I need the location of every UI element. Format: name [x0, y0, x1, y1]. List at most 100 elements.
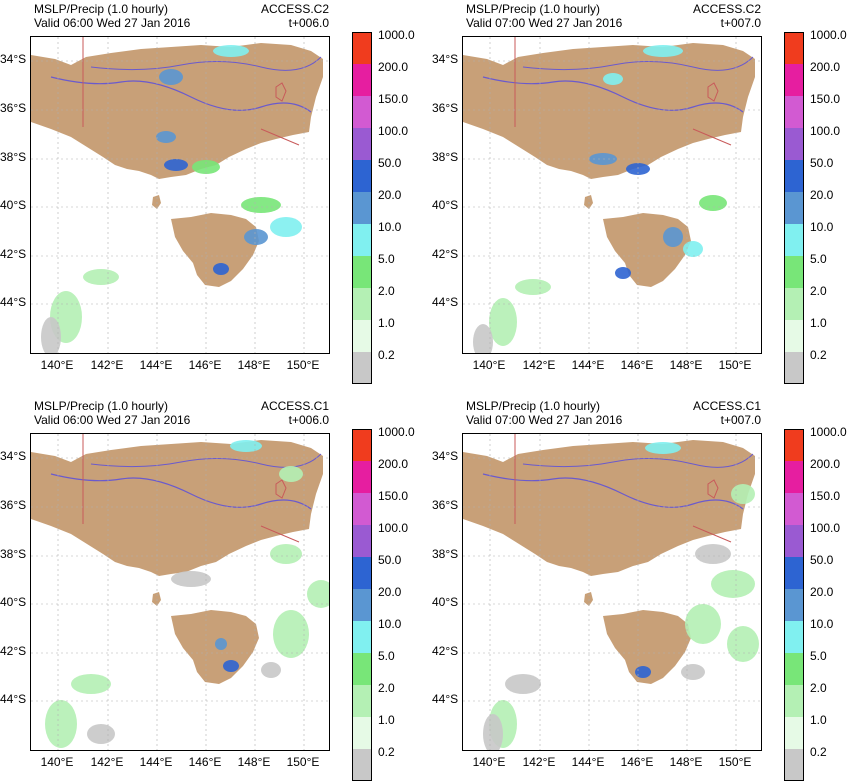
colorbar-label: 1000.0	[810, 28, 847, 42]
colorbar-label: 50.0	[378, 156, 402, 170]
precip-cell	[83, 269, 119, 285]
precip-cell	[681, 664, 705, 680]
colorbar-swatch	[785, 64, 803, 96]
precip-cell	[615, 267, 631, 279]
murray-river	[50, 76, 312, 113]
colorbar-label: 150.0	[378, 489, 409, 503]
state-border-nsw-vic	[692, 128, 732, 146]
colorbar-label: 100.0	[378, 521, 409, 535]
colorbar-label: 100.0	[378, 124, 409, 138]
colorbar-label: 200.0	[378, 60, 409, 74]
colorbar-swatch	[785, 128, 803, 160]
colorbar-label: 50.0	[810, 553, 834, 567]
precip-cell	[279, 466, 303, 482]
precip-cell	[213, 263, 229, 275]
precip-map	[30, 36, 330, 354]
precip-cell	[71, 674, 111, 694]
precip-cell	[159, 69, 183, 85]
lat-label: 40°S	[0, 198, 27, 212]
lat-label: 44°S	[0, 692, 27, 706]
lon-label: 146°E	[188, 358, 222, 372]
act-border	[707, 479, 719, 499]
precip-cell	[483, 714, 503, 750]
mainland-landmass	[31, 43, 323, 179]
colorbar-label: 5.0	[378, 252, 395, 266]
model-name: ACCESS.C2	[260, 2, 329, 16]
lon-label: 148°E	[669, 755, 703, 769]
colorbar-label: 5.0	[378, 649, 395, 663]
mainland-landmass	[31, 440, 323, 576]
precip-cell	[515, 279, 551, 295]
colorbar-swatch	[353, 621, 371, 653]
colorbar-swatch	[353, 749, 371, 780]
colorbar-swatch	[353, 33, 371, 64]
precip-cell	[87, 724, 115, 744]
colorbar-label: 2.0	[378, 681, 395, 695]
precip-cell	[505, 674, 541, 694]
state-border-nsw-vic	[260, 128, 300, 146]
precip-cell	[244, 229, 268, 245]
valid-time: Valid 06:00 Wed 27 Jan 2016	[34, 16, 191, 30]
king-island	[584, 195, 593, 209]
king-island	[584, 592, 593, 606]
colorbar-label: 2.0	[810, 284, 827, 298]
forecast-panel-c2-t007: MSLP/Precip (1.0 hourly) Valid 07:00 Wed …	[432, 0, 864, 385]
colorbar-swatch	[785, 749, 803, 780]
colorbar-label: 100.0	[810, 124, 841, 138]
king-island	[152, 592, 161, 606]
lon-label: 148°E	[237, 358, 271, 372]
lon-label: 150°E	[286, 358, 320, 372]
valid-time: Valid 06:00 Wed 27 Jan 2016	[34, 413, 191, 427]
lat-label: 38°S	[0, 547, 27, 561]
precip-map	[462, 36, 762, 354]
colorbar-label: 150.0	[378, 92, 409, 106]
murray-river	[482, 76, 744, 113]
lon-label: 144°E	[139, 755, 173, 769]
murray-river	[50, 473, 312, 510]
lon-label: 144°E	[571, 755, 605, 769]
lead-time: t+006.0	[288, 413, 329, 427]
colorbar-label: 5.0	[810, 649, 827, 663]
lat-label: 42°S	[432, 247, 459, 261]
forecast-panel-c1-t006: MSLP/Precip (1.0 hourly) Valid 06:00 Wed …	[0, 397, 432, 782]
state-border-nsw-vic	[692, 525, 732, 543]
colorbar-swatch	[353, 288, 371, 320]
lon-label: 140°E	[40, 358, 74, 372]
colorbar-swatch	[785, 288, 803, 320]
lat-label: 36°S	[432, 498, 459, 512]
colorbar-swatch	[785, 33, 803, 64]
colorbar-label: 10.0	[810, 220, 834, 234]
colorbar-swatch	[785, 685, 803, 717]
lat-label: 36°S	[432, 101, 459, 115]
forecast-panel-c2-t006: MSLP/Precip (1.0 hourly) Valid 06:00 Wed …	[0, 0, 432, 385]
precip-cell	[699, 195, 727, 211]
colorbar-swatch	[353, 525, 371, 557]
lon-label: 146°E	[620, 358, 654, 372]
colorbar-swatch	[353, 493, 371, 525]
colorbar-label: 1.0	[378, 316, 395, 330]
colorbar-swatch	[353, 128, 371, 160]
colorbar-label: 1.0	[378, 713, 395, 727]
act-border	[707, 82, 719, 102]
valid-time: Valid 07:00 Wed 27 Jan 2016	[466, 413, 623, 427]
colorbar-swatch	[785, 717, 803, 749]
model-name: ACCESS.C1	[692, 399, 761, 413]
murray-river	[482, 473, 744, 510]
lon-label: 148°E	[237, 755, 271, 769]
precip-cell	[45, 700, 77, 748]
colorbar-swatch	[353, 589, 371, 621]
precip-colorbar	[784, 429, 804, 781]
colorbar-label: 20.0	[810, 585, 834, 599]
precip-map	[30, 433, 330, 751]
lon-label: 148°E	[669, 358, 703, 372]
lat-label: 40°S	[432, 198, 459, 212]
precip-map	[462, 433, 762, 751]
lat-label: 34°S	[0, 52, 27, 66]
colorbar-label: 1000.0	[810, 425, 847, 439]
model-name: ACCESS.C2	[692, 2, 761, 16]
lon-label: 142°E	[90, 358, 124, 372]
colorbar-swatch	[353, 352, 371, 383]
colorbar-swatch	[785, 224, 803, 256]
colorbar-swatch	[353, 192, 371, 224]
lon-label: 142°E	[90, 755, 124, 769]
